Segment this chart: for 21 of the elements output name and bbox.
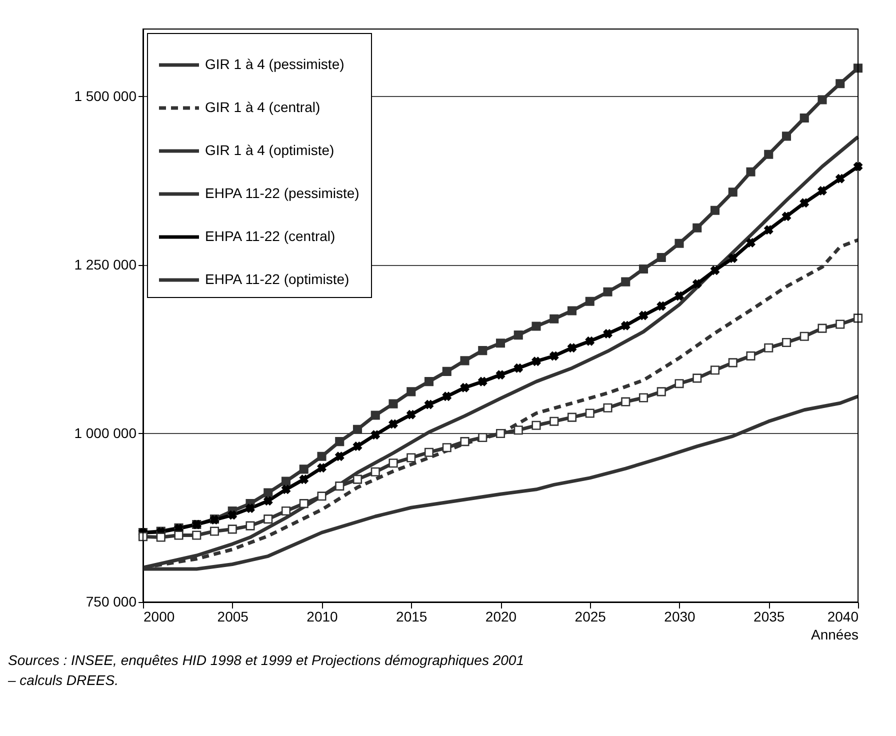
- legend-label: EHPA 11-22 (optimiste): [205, 271, 350, 287]
- x-tick-label: 2005: [217, 608, 249, 624]
- legend-label: EHPA 11-22 (central): [205, 228, 336, 244]
- x-tick-label: 2000: [144, 608, 175, 624]
- x-axis-title: Années: [811, 626, 858, 642]
- x-tick-label: 2020: [485, 608, 517, 624]
- y-tick-label: 750 000: [86, 594, 137, 610]
- legend-label: GIR 1 à 4 (central): [205, 99, 320, 115]
- x-tick-label: 2040: [827, 608, 859, 624]
- y-tick-label: 1 250 000: [74, 256, 137, 272]
- x-tick-label: 2035: [754, 608, 785, 624]
- source-note: Sources : INSEE, enquêtes HID 1998 et 1999 et Projections démographiques 2001 – calculs DREES.: [7, 652, 524, 688]
- legend-label: GIR 1 à 4 (optimiste): [205, 142, 334, 158]
- x-tick-label: 2015: [396, 608, 428, 624]
- legend-label: EHPA 11-22 (pessimiste): [205, 185, 360, 201]
- x-tick-label: 2030: [664, 608, 696, 624]
- x-tick-label: 2025: [574, 608, 606, 624]
- x-tick-label: 2010: [306, 608, 338, 624]
- legend-label: GIR 1 à 4 (pessimiste): [205, 56, 344, 72]
- y-tick-label: 1 000 000: [74, 424, 137, 441]
- y-tick-label: 1 500 000: [74, 88, 137, 104]
